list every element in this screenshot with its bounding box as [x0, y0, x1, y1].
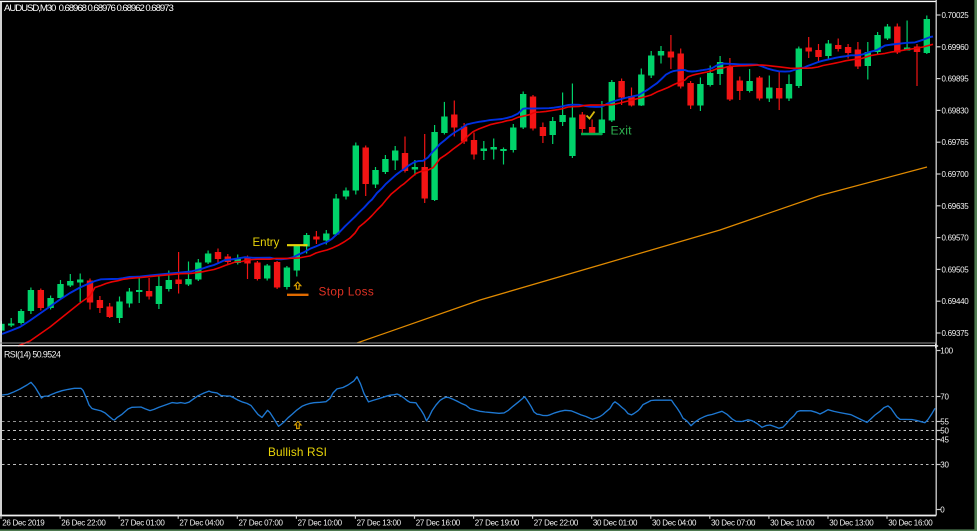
svg-text:0.69635: 0.69635 [942, 202, 970, 211]
svg-text:30 Dec 16:00: 30 Dec 16:00 [888, 519, 933, 528]
svg-text:27 Dec 16:00: 27 Dec 16:00 [416, 519, 461, 528]
svg-text:0.69765: 0.69765 [942, 138, 970, 147]
svg-text:50: 50 [940, 427, 949, 436]
svg-text:30 Dec 10:00: 30 Dec 10:00 [770, 519, 815, 528]
svg-text:0.69375: 0.69375 [942, 329, 970, 338]
svg-text:Entry: Entry [253, 237, 280, 249]
svg-text:AUDUSD,M30 0.68968 0.68976 0.: AUDUSD,M30 0.68968 0.68976 0.68962 0.689… [4, 3, 173, 14]
svg-text:55: 55 [940, 418, 949, 427]
svg-text:0.69830: 0.69830 [942, 106, 970, 115]
svg-text:27 Dec 04:00: 27 Dec 04:00 [179, 519, 224, 528]
svg-text:30: 30 [940, 461, 949, 470]
svg-text:0.69440: 0.69440 [942, 297, 970, 306]
svg-text:30 Dec 04:00: 30 Dec 04:00 [652, 519, 697, 528]
svg-text:Stop Loss: Stop Loss [319, 285, 375, 299]
svg-text:0.69960: 0.69960 [942, 43, 970, 52]
svg-text:RSI(14) 50.9524: RSI(14) 50.9524 [4, 350, 61, 360]
svg-text:Exit: Exit [611, 124, 633, 138]
svg-text:26 Dec 2019: 26 Dec 2019 [2, 519, 45, 528]
svg-text:27 Dec 19:00: 27 Dec 19:00 [475, 519, 520, 528]
svg-text:0.69570: 0.69570 [942, 234, 970, 243]
svg-text:0.69895: 0.69895 [942, 75, 970, 84]
svg-text:0.70025: 0.70025 [942, 11, 970, 20]
svg-text:30 Dec 13:00: 30 Dec 13:00 [829, 519, 874, 528]
svg-text:0.69505: 0.69505 [942, 265, 970, 274]
svg-text:27 Dec 13:00: 27 Dec 13:00 [357, 519, 402, 528]
svg-text:45: 45 [940, 436, 949, 445]
svg-text:30 Dec 01:00: 30 Dec 01:00 [593, 519, 638, 528]
svg-text:26 Dec 22:00: 26 Dec 22:00 [61, 519, 106, 528]
svg-text:Bullish RSI: Bullish RSI [268, 445, 327, 459]
svg-text:30 Dec 07:00: 30 Dec 07:00 [711, 519, 756, 528]
svg-text:27 Dec 07:00: 27 Dec 07:00 [239, 519, 284, 528]
svg-text:0: 0 [940, 506, 945, 515]
svg-text:70: 70 [940, 393, 949, 402]
svg-text:0.69700: 0.69700 [942, 170, 970, 179]
svg-text:27 Dec 22:00: 27 Dec 22:00 [534, 519, 579, 528]
svg-text:27 Dec 10:00: 27 Dec 10:00 [298, 519, 343, 528]
svg-text:27 Dec 01:00: 27 Dec 01:00 [120, 519, 165, 528]
svg-text:100: 100 [940, 347, 953, 356]
